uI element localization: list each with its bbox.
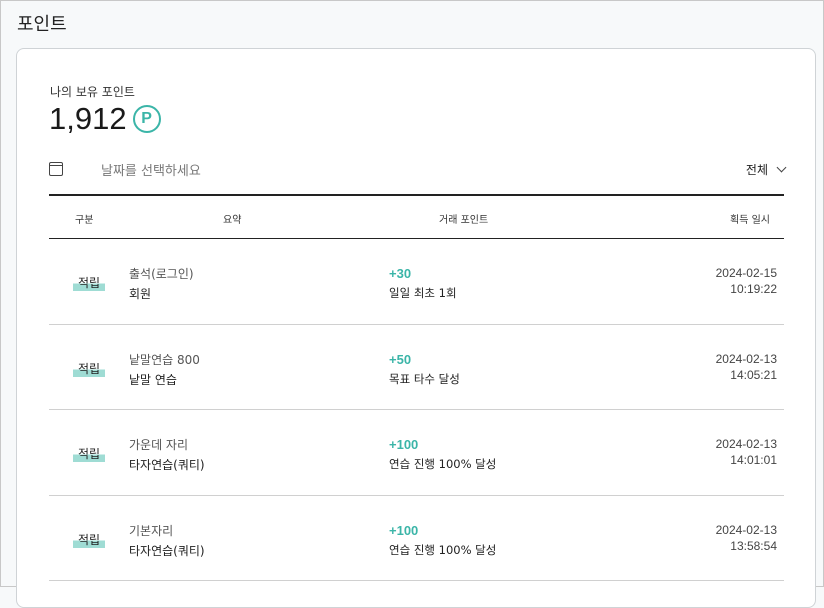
date: 2024-02-15 xyxy=(715,266,777,280)
type-filter-dropdown[interactable]: 전체 xyxy=(745,161,787,178)
points-amount: +100 xyxy=(389,437,419,452)
header-type: 구분 xyxy=(75,215,94,226)
summary-title: 기본자리 xyxy=(129,523,174,538)
type-badge: 적립 xyxy=(73,359,106,377)
my-points-label: 나의 보유 포인트 xyxy=(50,85,135,99)
chevron-down-icon xyxy=(776,162,787,172)
summary-title: 낱말연습 800 xyxy=(129,352,200,367)
summary-sub: 타자연습(쿼티) xyxy=(129,543,205,558)
calendar-icon[interactable] xyxy=(49,162,63,176)
table-row: 적립 낱말연습 800 낱말 연습 +50 목표 타수 달성 2024-02-13 14:0… xyxy=(49,325,784,410)
points-balance: 1,912 P xyxy=(49,101,161,137)
points-desc: 목표 타수 달성 xyxy=(389,371,460,386)
header-date: 획득 일시 xyxy=(730,215,770,226)
filter-row: 날짜를 선택하세요 전체 xyxy=(49,157,787,181)
summary-sub: 회원 xyxy=(129,287,152,301)
type-badge: 적립 xyxy=(73,445,106,462)
summary-sub: 타자연습(쿼티) xyxy=(129,458,205,472)
date: 2024-02-13 xyxy=(715,522,777,537)
table-row: 적립 출석(로그인) 회원 +30 일일 최초 1회 2024-02-15 10:19:22 xyxy=(49,239,784,325)
points-value: 1,912 xyxy=(49,101,127,136)
type-filter-value: 전체 xyxy=(745,162,768,177)
time: 10:19:22 xyxy=(730,282,777,296)
time: 14:01:01 xyxy=(730,453,777,467)
type-badge: 적립 xyxy=(73,530,106,548)
points-desc: 연습 진행 100% 달성 xyxy=(389,457,497,471)
points-amount: +100 xyxy=(389,522,419,538)
points-desc: 연습 진행 100% 달성 xyxy=(389,542,497,557)
table-header: 구분 요약 거래 포인트 획득 일시 xyxy=(49,194,784,239)
date-picker-input[interactable]: 날짜를 선택하세요 xyxy=(101,163,201,179)
date: 2024-02-13 xyxy=(715,437,777,451)
points-amount: +30 xyxy=(389,266,412,281)
point-coin-icon: P xyxy=(132,105,161,133)
summary-sub: 낱말 연습 xyxy=(129,372,177,387)
date: 2024-02-13 xyxy=(715,351,777,366)
time: 14:05:21 xyxy=(730,367,777,382)
time: 13:58:54 xyxy=(730,538,777,553)
header-points: 거래 포인트 xyxy=(439,215,489,226)
points-desc: 일일 최초 1회 xyxy=(389,286,457,300)
header-summary: 요약 xyxy=(223,215,242,226)
type-badge: 적립 xyxy=(73,274,106,291)
summary-title: 가운데 자리 xyxy=(129,438,189,452)
points-card: 나의 보유 포인트 1,912 P 날짜를 선택하세요 전체 구분 요약 거래 … xyxy=(16,48,816,608)
points-amount: +50 xyxy=(389,351,412,367)
summary-title: 출석(로그인) xyxy=(129,267,194,281)
page-title: 포인트 xyxy=(17,14,67,35)
points-table: 구분 요약 거래 포인트 획득 일시 적립 출석(로그인) 회원 +30 일일 최초 1… xyxy=(49,194,784,581)
